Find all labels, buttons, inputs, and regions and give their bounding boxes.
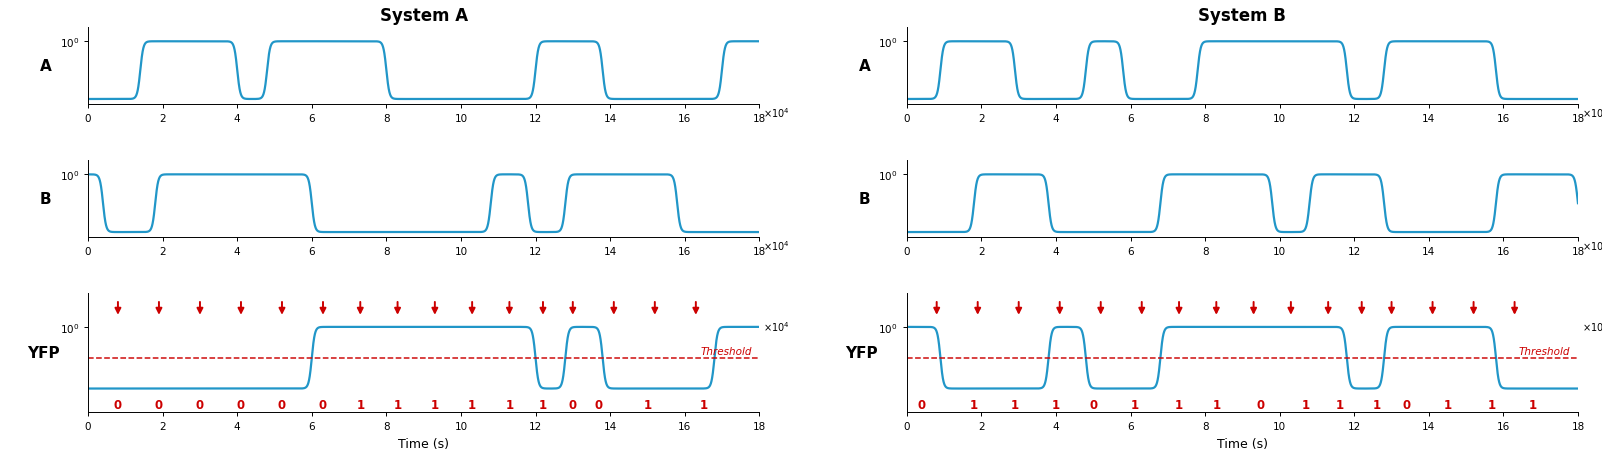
Text: 1: 1 [356,398,364,411]
Text: $\times 10^4$: $\times 10^4$ [1583,106,1602,119]
Title: System B: System B [1198,7,1286,25]
Text: 1: 1 [1443,398,1451,411]
Text: 1: 1 [468,398,476,411]
Text: Threshold: Threshold [700,346,751,356]
Text: 0: 0 [155,398,163,411]
X-axis label: Time (s): Time (s) [1218,437,1267,450]
Text: 0: 0 [569,398,577,411]
Text: Threshold: Threshold [1519,346,1570,356]
X-axis label: Time (s): Time (s) [399,437,449,450]
Text: 0: 0 [1089,398,1097,411]
Text: 0: 0 [1402,398,1410,411]
Text: 1: 1 [1373,398,1381,411]
Text: $\times 10^4$: $\times 10^4$ [764,106,790,119]
Text: 1: 1 [969,398,979,411]
Text: 1: 1 [1053,398,1061,411]
Text: 1: 1 [538,398,546,411]
Text: $\times 10^4$: $\times 10^4$ [764,320,790,333]
Text: 1: 1 [1336,398,1344,411]
Title: System A: System A [380,7,468,25]
Y-axis label: YFP: YFP [846,345,878,360]
Text: 1: 1 [1530,398,1538,411]
Text: 0: 0 [114,398,122,411]
Text: 1: 1 [1174,398,1184,411]
Text: $\times 10^4$: $\times 10^4$ [1583,238,1602,252]
Text: 0: 0 [237,398,245,411]
Text: 0: 0 [277,398,287,411]
Text: $\times 10^4$: $\times 10^4$ [1583,320,1602,333]
Text: 1: 1 [1302,398,1310,411]
Text: 1: 1 [1011,398,1019,411]
Text: 1: 1 [1131,398,1139,411]
Text: 0: 0 [594,398,602,411]
Text: 0: 0 [1258,398,1266,411]
Text: 0: 0 [918,398,926,411]
Text: 0: 0 [195,398,203,411]
Text: $\times 10^4$: $\times 10^4$ [764,238,790,252]
Text: 1: 1 [698,398,708,411]
Text: 1: 1 [1213,398,1221,411]
Y-axis label: B: B [859,191,870,206]
Y-axis label: A: A [40,59,51,74]
Y-axis label: YFP: YFP [27,345,59,360]
Y-axis label: B: B [40,191,51,206]
Text: 1: 1 [394,398,402,411]
Text: 1: 1 [1488,398,1496,411]
Text: 1: 1 [505,398,514,411]
Text: 1: 1 [431,398,439,411]
Text: 1: 1 [644,398,652,411]
Y-axis label: A: A [859,59,870,74]
Text: 0: 0 [319,398,327,411]
